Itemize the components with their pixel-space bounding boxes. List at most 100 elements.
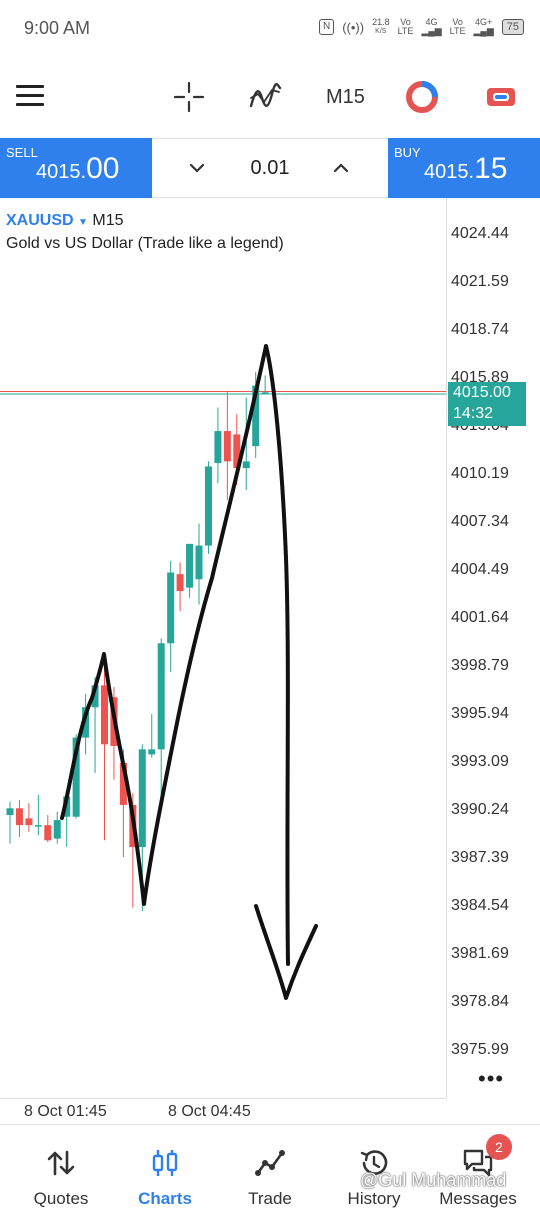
one-click-trading-icon[interactable] <box>405 80 439 114</box>
buy-label: BUY <box>394 145 421 160</box>
symbol-description: Gold vs US Dollar (Trade like a legend) <box>6 235 284 252</box>
new-order-icon[interactable] <box>484 80 518 114</box>
quotes-icon <box>47 1150 75 1176</box>
candle <box>176 562 184 612</box>
buy-button[interactable]: BUY 4015.15 <box>388 138 540 198</box>
candle-body <box>261 392 269 394</box>
candle <box>44 815 52 842</box>
candle-body <box>138 749 146 848</box>
candle <box>186 543 194 598</box>
price-chart[interactable] <box>0 198 446 1098</box>
speed-value: 21.8 <box>372 17 390 27</box>
candle-body <box>195 545 203 580</box>
sell-price: 4015.00 <box>36 152 119 186</box>
candle-body <box>72 737 80 817</box>
nav-charts[interactable]: Charts <box>111 1125 219 1219</box>
trade-icon <box>255 1150 285 1176</box>
chevron-up-icon[interactable] <box>330 157 352 179</box>
candle-body <box>233 434 241 469</box>
nav-messages[interactable]: Messages <box>424 1125 532 1219</box>
candle-body <box>176 574 184 592</box>
hand-drawn-zigzag <box>60 344 290 966</box>
crosshair-icon[interactable] <box>172 80 206 114</box>
candle <box>167 560 175 672</box>
candle <box>214 407 222 484</box>
volte2-top: Vo <box>452 17 463 27</box>
nav-label: Messages <box>439 1189 517 1208</box>
network-speed: 21.8 K/S <box>372 18 390 36</box>
y-tick-label: 4015.89 <box>451 369 509 386</box>
candle-body <box>82 707 90 738</box>
menu-icon[interactable] <box>16 85 44 107</box>
net2-label: 4G+ <box>475 17 493 27</box>
messages-icon <box>463 1149 493 1177</box>
current-price-tag: 4015.00 14:32 <box>448 382 526 426</box>
nfc-icon: N <box>318 19 335 35</box>
sell-price-big: 00 <box>86 152 120 185</box>
y-tick-label: 3987.39 <box>451 849 509 866</box>
candle <box>195 523 203 605</box>
timeframe-button[interactable]: M15 <box>326 86 365 108</box>
symbol-name: XAUUSD <box>6 212 74 229</box>
y-tick-label: 4007.34 <box>451 513 509 530</box>
candle <box>82 693 90 755</box>
candle-body <box>148 749 156 755</box>
lot-selector: 0.01 <box>152 138 388 198</box>
volte1-top: Vo <box>400 17 411 27</box>
symbol-dropdown-icon: ▼ <box>78 217 88 228</box>
signal-sim1: 4G ▂▄▆ <box>421 18 441 36</box>
y-tick-label: 3981.69 <box>451 945 509 962</box>
nav-label: History <box>347 1189 401 1208</box>
nav-label: Charts <box>138 1189 192 1208</box>
nav-label: Quotes <box>33 1189 89 1208</box>
lot-size-input[interactable]: 0.01 <box>250 157 290 179</box>
candle-body <box>91 685 99 708</box>
speed-unit: K/S <box>375 28 387 35</box>
candle <box>53 811 61 844</box>
nav-label: Trade <box>248 1189 292 1208</box>
candle-body <box>25 818 33 826</box>
candle <box>242 397 250 490</box>
y-tick-label: 3975.99 <box>451 1041 509 1058</box>
time-axis: 8 Oct 01:45 8 Oct 04:45 <box>0 1098 446 1125</box>
indicators-icon[interactable] <box>248 80 282 114</box>
status-bar: 9:00 AM N ((•)) 21.8 K/S Vo LTE 4G ▂▄▆ V… <box>0 0 540 60</box>
chart-timeframe: M15 <box>92 212 124 229</box>
nav-quotes[interactable]: Quotes <box>7 1125 115 1219</box>
net1-label: 4G <box>425 17 438 27</box>
hand-drawn-arrow-head <box>254 904 318 1000</box>
candle <box>101 666 108 841</box>
chart-symbol-header[interactable]: XAUUSD ▼ M15 <box>6 212 124 230</box>
candle-body <box>214 431 222 464</box>
y-tick-label: 4010.19 <box>451 465 509 482</box>
charts-icon <box>152 1150 178 1176</box>
y-tick-label: 4004.49 <box>451 561 509 578</box>
history-icon <box>360 1150 388 1175</box>
candle-body <box>252 385 260 447</box>
y-tick-label: 3995.94 <box>451 705 509 722</box>
hotspot-icon: ((•)) <box>342 19 365 35</box>
nav-history[interactable]: History <box>320 1125 428 1219</box>
y-tick-label: 4024.44 <box>451 225 509 242</box>
price-axis[interactable]: 4024.444021.594018.744015.894013.044010.… <box>446 198 540 1098</box>
messages-badge: 2 <box>486 1134 512 1160</box>
sell-button[interactable]: SELL 4015.00 <box>0 138 152 198</box>
y-tick-label: 4021.59 <box>451 273 509 290</box>
candle-body <box>119 762 127 805</box>
y-tick-label: 3993.09 <box>451 753 509 770</box>
status-icons: N ((•)) 21.8 K/S Vo LTE 4G ▂▄▆ Vo LTE 4G… <box>318 17 524 36</box>
buy-price: 4015.15 <box>424 152 507 186</box>
more-options-icon[interactable]: ••• <box>478 1066 505 1091</box>
candle-body <box>157 643 165 750</box>
watermark-text: @Gul Muhammad <box>360 1170 507 1190</box>
buy-price-main: 4015. <box>424 161 475 183</box>
candle <box>261 375 269 394</box>
signal-sim2: 4G+ ▂▄▆ <box>474 18 494 36</box>
nav-trade[interactable]: Trade <box>216 1125 324 1219</box>
bottom-navigation: Quotes Charts Trade History Mess <box>0 1124 540 1219</box>
chevron-down-icon[interactable] <box>186 157 208 179</box>
candle-body <box>242 461 250 469</box>
trade-bar: SELL 4015.00 0.01 BUY 4015.15 <box>0 138 540 198</box>
buy-price-big: 15 <box>474 152 508 185</box>
candle-body <box>15 808 23 826</box>
